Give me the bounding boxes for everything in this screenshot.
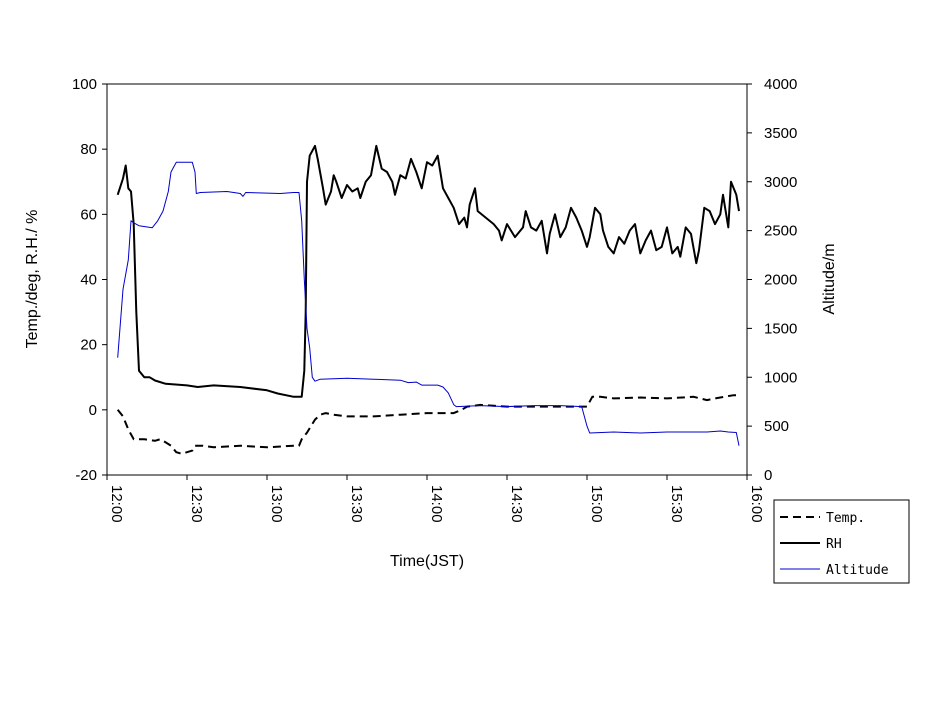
y-right-tick-label: 1500 bbox=[764, 320, 797, 337]
series-line-temp bbox=[116, 394, 739, 455]
y-right-tick-label: 500 bbox=[764, 418, 789, 435]
y-right-tick-label: 1000 bbox=[764, 369, 797, 386]
x-axis-label: Time(JST) bbox=[390, 553, 464, 570]
x-axis: 12:00 12:30 13:00 13:30 14:00 14:30 15:00 15:30… bbox=[106, 475, 765, 523]
y-left-tick-label: 0 bbox=[89, 402, 97, 419]
y-left-axis: 100 80 60 40 20 0 -20 bbox=[72, 76, 107, 484]
series-layer bbox=[116, 144, 740, 455]
plot-frame bbox=[106, 83, 748, 476]
y-right-tick-label: 2000 bbox=[764, 272, 797, 289]
y-left-tick-label: 100 bbox=[72, 76, 97, 93]
x-tick-label: 12:30 bbox=[188, 485, 205, 523]
x-tick-label: 13:00 bbox=[268, 485, 285, 523]
x-tick-label: 15:00 bbox=[588, 485, 605, 523]
legend-label-altitude: Altitude bbox=[826, 563, 889, 578]
legend-label-rh: RH bbox=[826, 537, 842, 552]
y-left-tick-label: -20 bbox=[75, 467, 97, 484]
y-left-tick-label: 80 bbox=[80, 141, 97, 158]
y-right-tick-label: 2500 bbox=[764, 223, 797, 240]
y-left-tick-label: 20 bbox=[80, 337, 97, 354]
series-line-rh bbox=[116, 144, 740, 398]
legend-label-temp: Temp. bbox=[826, 511, 865, 526]
y-right-axis: 4000 3500 3000 2500 2000 1500 1000 500 0 bbox=[747, 76, 797, 484]
y-right-tick-label: 3000 bbox=[764, 174, 797, 191]
y-right-tick-label: 0 bbox=[764, 467, 772, 484]
y-left-tick-label: 40 bbox=[80, 272, 97, 289]
x-tick-label: 14:30 bbox=[508, 485, 525, 523]
y-right-tick-label: 3500 bbox=[764, 125, 797, 142]
x-tick-label: 16:00 bbox=[748, 485, 765, 523]
series-line-altitude bbox=[117, 161, 740, 446]
x-tick-label: 12:00 bbox=[108, 485, 125, 523]
y-left-tick-label: 60 bbox=[80, 206, 97, 223]
x-tick-label: 14:00 bbox=[428, 485, 445, 523]
x-tick-label: 13:30 bbox=[348, 485, 365, 523]
x-tick-label: 15:30 bbox=[668, 485, 685, 523]
y-right-axis-label: Altitude/m bbox=[821, 243, 838, 314]
y-left-axis-label: Temp./deg, R.H./ % bbox=[24, 210, 41, 349]
legend: Temp. RH Altitude bbox=[773, 499, 910, 584]
y-right-tick-label: 4000 bbox=[764, 76, 797, 93]
